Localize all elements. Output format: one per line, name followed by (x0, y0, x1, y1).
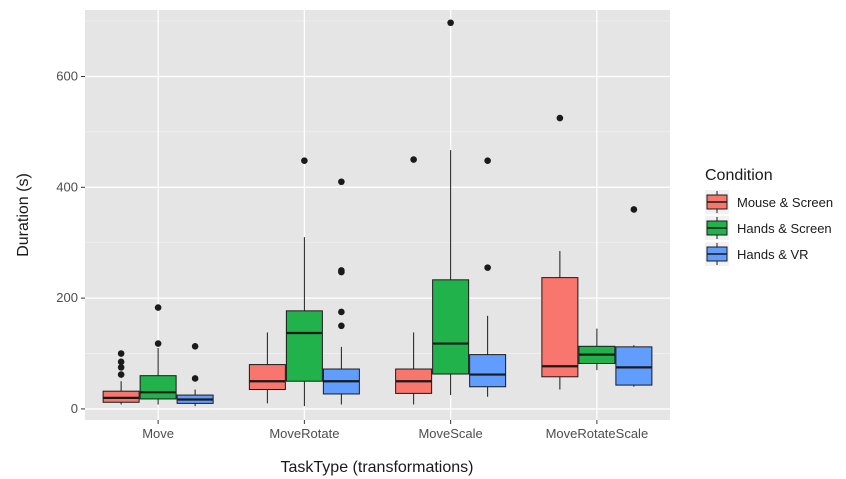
x-tick-label: MoveRotate (269, 426, 339, 441)
x-tick-label: MoveScale (418, 426, 482, 441)
box-group (102, 350, 140, 405)
box-group (469, 157, 507, 397)
legend: Condition Mouse & Screen Hands & Screen Ha… (705, 167, 833, 266)
legend-label: Hands & VR (737, 247, 809, 262)
box-iqr (615, 346, 653, 386)
x-tick-label: Move (142, 426, 174, 441)
box-iqr (541, 277, 579, 378)
box-group (541, 114, 579, 390)
outlier-point (484, 264, 491, 271)
legend-entries: Mouse & Screen Hands & Screen Hands & VR (705, 190, 833, 266)
outlier-point (630, 206, 638, 213)
box-iqr (139, 375, 177, 400)
outlier-point (338, 178, 345, 186)
y-tick-label: 200 (56, 290, 78, 305)
box-group (578, 328, 616, 371)
box-layer (102, 19, 653, 407)
outlier-point (447, 19, 454, 27)
box-group (248, 332, 286, 404)
x-tick-label: MoveRotateScale (546, 426, 649, 441)
box-group (176, 343, 214, 407)
y-tick-label: 400 (56, 179, 78, 194)
outlier-point (301, 157, 308, 165)
box-iqr (469, 354, 507, 388)
box-group (615, 206, 653, 387)
legend-title: Condition (705, 167, 773, 184)
box-group (285, 157, 323, 407)
box-group (139, 304, 177, 405)
box-iqr (102, 390, 140, 403)
outlier-point (117, 350, 125, 357)
legend-label: Mouse & Screen (737, 195, 833, 210)
y-tick-label: 0 (71, 401, 78, 416)
legend-entry: Hands & Screen (705, 216, 832, 240)
box-group (395, 156, 433, 405)
axis-layer: 0 200 400 600 Move MoveRotate MoveScale MoveRot… (56, 68, 648, 441)
box-iqr (285, 310, 323, 382)
outlier-point (117, 371, 125, 378)
outlier-point (338, 308, 345, 316)
outlier-point (556, 114, 564, 122)
outlier-point (117, 358, 125, 366)
legend-entry: Mouse & Screen (705, 190, 833, 214)
legend-label: Hands & Screen (737, 221, 832, 236)
box-group (322, 178, 360, 405)
box-iqr (248, 364, 286, 391)
outlier-point (154, 304, 162, 311)
outlier-point (338, 322, 345, 330)
outlier-point (117, 364, 125, 371)
y-tick-label: 600 (56, 68, 78, 83)
outlier-point (154, 340, 162, 347)
outlier-point (191, 343, 199, 350)
box-group (432, 19, 470, 396)
outlier-point (338, 267, 345, 274)
outlier-point (484, 157, 491, 165)
y-axis-title: Duration (s) (15, 173, 32, 257)
outlier-point (191, 375, 199, 382)
legend-entry: Hands & VR (705, 242, 809, 266)
outlier-point (410, 156, 417, 163)
box-iqr (432, 279, 470, 375)
x-axis-title: TaskType (transformations) (281, 459, 474, 476)
